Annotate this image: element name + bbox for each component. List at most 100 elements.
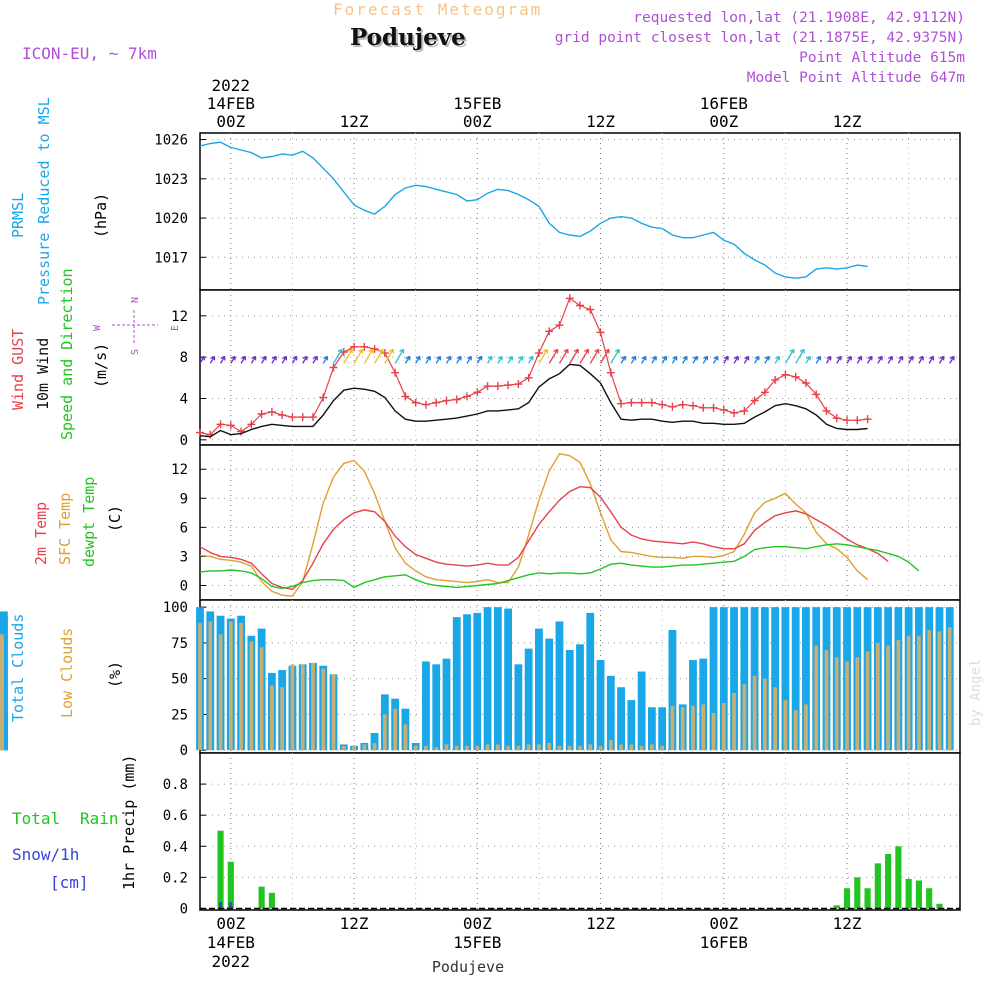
credit: by Angel <box>968 659 984 726</box>
total-cloud-bar <box>781 607 790 751</box>
total-cloud-bar <box>658 707 667 751</box>
wind-direction-arrow <box>374 348 384 364</box>
total-cloud-bar <box>514 664 523 751</box>
wind-direction-arrow <box>938 355 945 364</box>
total-cloud-bar <box>596 660 605 751</box>
gust-marker <box>699 403 708 412</box>
wind-direction-arrow <box>877 355 883 364</box>
gust-marker <box>555 321 564 330</box>
model-altitude: Model Point Altitude 647m <box>746 70 965 86</box>
bottom-time-label: 15FEB <box>453 933 501 952</box>
wind-direction-arrow <box>692 355 698 364</box>
total-cloud-bar <box>689 660 697 751</box>
bottom-time-label: 12Z <box>586 914 615 933</box>
sfc-temp-label: SFC Temp <box>56 493 74 565</box>
wind-direction-arrow <box>528 355 534 364</box>
wind-ytick-label: 4 <box>180 392 188 408</box>
rain-bar <box>864 888 871 909</box>
low-cloud-bar <box>752 675 757 751</box>
wind-direction-arrow <box>384 348 394 364</box>
low-cloud-bar <box>763 678 767 751</box>
low-cloud-bar <box>732 692 736 751</box>
wind-direction-arrow <box>825 355 832 364</box>
wind-direction-arrow <box>928 355 935 364</box>
sfc-temp-line <box>199 452 869 597</box>
gust-marker <box>473 388 482 397</box>
gust-marker <box>565 294 574 303</box>
total-cloud-bar <box>473 612 482 751</box>
gust-marker <box>730 408 739 417</box>
low-cloud-bar <box>0 642 4 751</box>
bottom-time-label: 12Z <box>340 914 369 933</box>
low-cloud-bar <box>465 745 469 751</box>
rain-bar <box>915 880 922 909</box>
wind-direction-arrow <box>651 355 657 364</box>
gust-marker <box>576 301 584 310</box>
temp-line <box>199 485 889 591</box>
wind-direction-arrow <box>281 355 288 364</box>
low-cloud-bar <box>619 744 623 751</box>
gust-marker <box>668 402 677 411</box>
wind-direction-arrow <box>599 348 610 364</box>
gust-marker <box>832 414 841 423</box>
wind-direction-arrow <box>620 355 626 364</box>
low-cloud-bar <box>588 744 593 751</box>
total-cloud-bar <box>576 644 584 751</box>
total-cloud-bar <box>452 617 461 751</box>
low-cloud-bar <box>701 704 706 751</box>
rain-bar <box>217 830 224 909</box>
snow-bar <box>229 902 233 909</box>
compass-e: E <box>170 325 181 331</box>
wind-direction-arrow <box>754 355 760 364</box>
temperature-ytick-label: 12 <box>171 462 188 478</box>
wind-direction-arrow <box>805 355 811 364</box>
wind-direction-arrow <box>219 355 226 364</box>
requested-coords: requested lon,lat (21.1908E, 42.9112N) <box>633 10 965 26</box>
top-time-label: 12Z <box>340 112 369 131</box>
dewpt-label: dewpt Temp <box>80 477 98 567</box>
wind-direction-arrow <box>291 355 298 364</box>
gust-marker <box>791 372 800 381</box>
low-cloud-bar <box>608 740 613 751</box>
snow-unit: [cm] <box>50 873 89 892</box>
top-time-label: 12Z <box>833 112 862 131</box>
gust-marker <box>483 382 492 391</box>
wind-direction-arrow <box>702 355 709 364</box>
gust-marker <box>853 416 862 425</box>
gust-marker <box>771 375 780 384</box>
wind-label: 10m Wind <box>34 338 52 410</box>
wind-direction-arrow <box>723 355 729 364</box>
wind-direction-arrow <box>887 355 893 364</box>
wind-direction-arrow <box>856 355 863 364</box>
gust-marker <box>801 379 810 387</box>
wind-direction-arrow <box>579 348 590 364</box>
wind-direction-arrow <box>312 355 318 364</box>
gust-marker <box>760 388 769 397</box>
compass-cross <box>112 309 158 343</box>
gust-marker <box>329 363 338 372</box>
low-cloud-bar <box>516 745 521 751</box>
top-time-label: 00Z <box>463 112 492 131</box>
low-cloud-bar <box>783 700 788 751</box>
wind-ytick-label: 8 <box>180 350 188 366</box>
wind-direction-arrow <box>230 355 236 364</box>
low-cloud-bar <box>383 714 387 751</box>
compass-s: S <box>130 349 141 355</box>
total-cloud-bar <box>493 607 502 751</box>
low-cloud-bar <box>937 631 942 751</box>
top-time-label: 12Z <box>586 112 615 131</box>
low-cloud-bar <box>475 745 480 751</box>
low-cloud-bar <box>413 745 418 751</box>
gust-marker <box>391 368 400 377</box>
gust-marker <box>350 342 359 351</box>
wind-direction-arrow <box>394 348 405 364</box>
low-cloud-bar <box>198 622 202 751</box>
gust-marker <box>442 396 451 405</box>
wind-direction-arrow <box>918 355 924 364</box>
snow-bar <box>219 902 223 909</box>
clouds-unit: (%) <box>106 661 124 688</box>
low-cloud-bar <box>249 641 254 751</box>
clouds-ytick-label: 0 <box>180 743 188 759</box>
low-cloud-bar <box>629 744 634 751</box>
